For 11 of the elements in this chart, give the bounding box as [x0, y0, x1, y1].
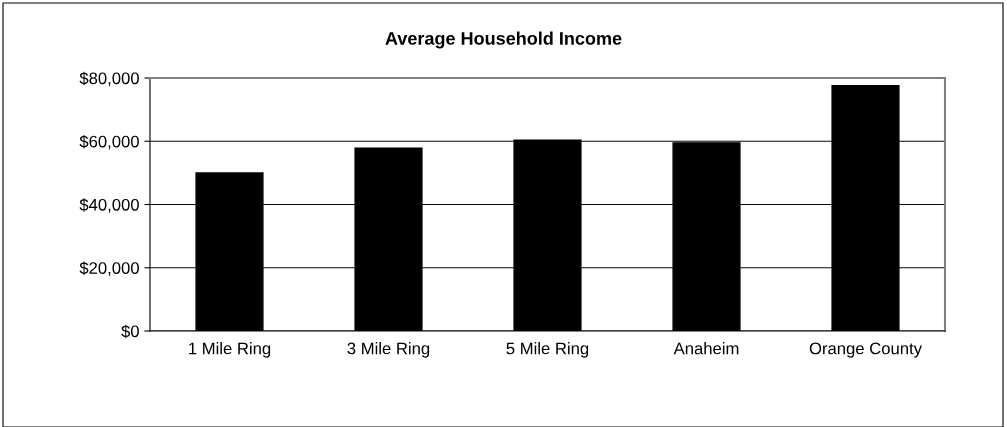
y-tick-label: $60,000 — [79, 134, 139, 150]
x-tick-label: 5 Mile Ring — [506, 342, 589, 358]
y-tick-label: $0 — [121, 324, 139, 339]
y-tick-label: $80,000 — [79, 71, 139, 87]
x-tick-label: 1 Mile Ring — [189, 342, 271, 358]
x-tick-label: 3 Mile Ring — [347, 342, 430, 358]
chart-title: Average Household Income — [385, 31, 622, 49]
y-tick-label: $20,000 — [79, 261, 139, 276]
y-tick-label: $40,000 — [79, 198, 139, 213]
x-tick-label: Orange County — [809, 342, 922, 358]
x-tick-label: Anaheim — [673, 342, 739, 355]
